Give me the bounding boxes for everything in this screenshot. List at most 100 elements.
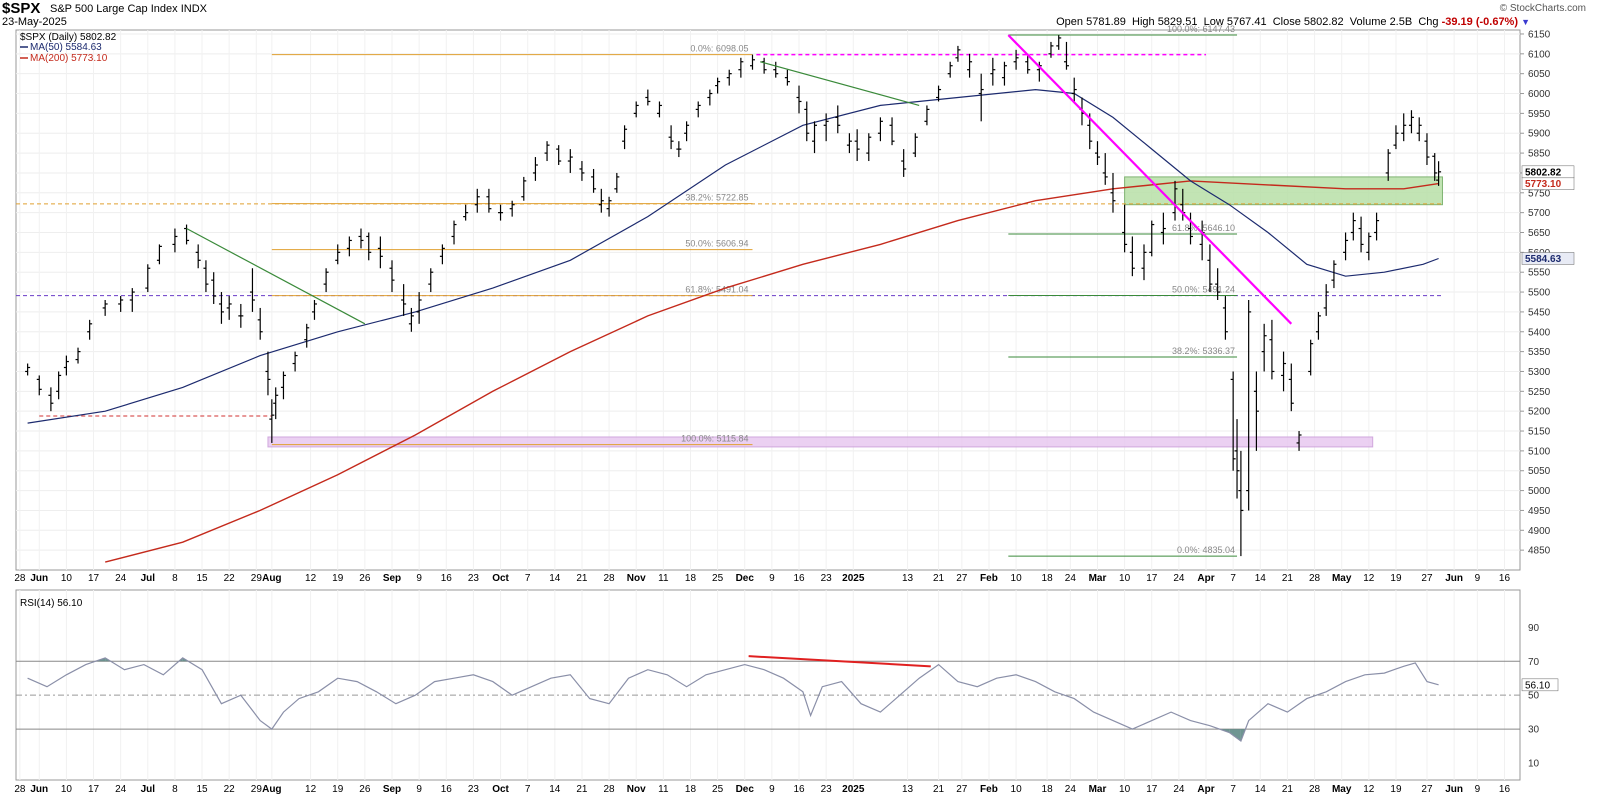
ohlc-bar xyxy=(1393,125,1399,150)
ohlc-bar xyxy=(1141,244,1147,281)
x-tick-label: 24 xyxy=(115,573,127,584)
x-tick-label-bottom: Aug xyxy=(262,784,281,795)
ohlc-bar xyxy=(1408,110,1414,134)
ticker-symbol: $SPX xyxy=(2,0,41,17)
ohlc-bar xyxy=(1308,339,1314,376)
ohlc-bar xyxy=(1222,296,1228,340)
x-tick-label-bottom: Jun xyxy=(1445,784,1463,795)
ohlc-bar xyxy=(1188,212,1194,245)
x-tick-label-bottom: 19 xyxy=(332,784,344,795)
ohlc-bar xyxy=(1331,260,1337,289)
fib-label: 61.8%: 5646.10 xyxy=(1172,223,1235,233)
ohlc-bar xyxy=(1374,212,1380,241)
x-tick-label-bottom: 7 xyxy=(1230,784,1236,795)
x-tick-label: 16 xyxy=(1499,573,1511,584)
x-tick-label: Sep xyxy=(383,573,401,584)
x-tick-label: Feb xyxy=(980,573,998,584)
x-tick-label-bottom: 27 xyxy=(956,784,968,795)
ohlc-bar xyxy=(955,45,961,62)
price-tick-label: 5300 xyxy=(1528,367,1551,378)
ohlc-bar xyxy=(36,375,42,396)
x-tick-label: 27 xyxy=(1421,573,1433,584)
ohlc-bar xyxy=(280,371,286,400)
ohlc-bar xyxy=(25,363,31,376)
ohlc-bar xyxy=(273,387,279,420)
x-tick-label-bottom: 18 xyxy=(1042,784,1054,795)
price-tick-label: 4900 xyxy=(1528,526,1551,537)
x-tick-label: 14 xyxy=(549,573,561,584)
x-tick-label: 16 xyxy=(441,573,453,584)
ohlc-bar xyxy=(889,117,895,146)
ohlc-bar xyxy=(129,288,135,312)
dropdown-arrow-icon[interactable]: ▼ xyxy=(1521,17,1530,27)
ohlc-bar xyxy=(56,371,62,400)
ohlc-bar xyxy=(226,296,232,320)
rsi-tick-label: 10 xyxy=(1528,759,1540,770)
last-price-tag: 5802.82 xyxy=(1525,167,1562,178)
ohlc-bar xyxy=(1385,149,1391,181)
fib-label: 0.0%: 4835.04 xyxy=(1177,545,1235,555)
price-tick-label: 5200 xyxy=(1528,407,1551,418)
ohlc-bar xyxy=(1149,220,1155,257)
x-tick-label-bottom: May xyxy=(1332,784,1352,795)
ohlc-bar xyxy=(102,300,108,316)
ohlc-bar xyxy=(978,73,984,122)
ohlc-bar xyxy=(1350,212,1356,241)
x-tick-label-bottom: 2025 xyxy=(842,784,865,795)
ohlc-bar xyxy=(509,200,515,217)
legend-ma200: MA(200) 5773.10 xyxy=(30,53,108,64)
x-tick-label-bottom: 24 xyxy=(1173,784,1185,795)
price-tick-label: 5850 xyxy=(1528,149,1551,160)
x-tick-label-bottom: 24 xyxy=(1065,784,1077,795)
x-tick-label: 9 xyxy=(416,573,422,584)
ohlc-bar xyxy=(1001,61,1007,86)
price-tick-label: 6100 xyxy=(1528,49,1551,60)
ohlc-bar xyxy=(1048,41,1054,58)
ohlc-bar xyxy=(1025,53,1031,74)
rsi-value-tag-bg xyxy=(1521,678,1559,692)
x-tick-label-bottom: Mar xyxy=(1089,784,1107,795)
rsi-tick-label: 50 xyxy=(1528,691,1540,702)
ohlc-bar xyxy=(521,176,527,201)
x-tick-label: 14 xyxy=(1255,573,1267,584)
price-tick-label: 5750 xyxy=(1528,188,1551,199)
magenta-trendline xyxy=(1007,34,1293,325)
ohlc-bar xyxy=(48,387,54,412)
ohlc-bar xyxy=(463,204,469,221)
ohlc-bar xyxy=(1122,204,1128,253)
ohlc-bar xyxy=(947,61,953,78)
fib-label: 0.0%: 6098.05 xyxy=(690,44,748,54)
x-tick-label-bottom: 21 xyxy=(1282,784,1294,795)
ohlc-bar xyxy=(1207,244,1213,293)
rsi-panel: 28 Jun 10 17 24 Jul 8 15 22 29 Aug 12 19 26 Sep 9 16 23 Oc… xyxy=(14,589,1559,795)
x-tick-label-bottom: Apr xyxy=(1197,784,1214,795)
price-tick-label: 5500 xyxy=(1528,288,1551,299)
ohlc-bar xyxy=(118,296,124,312)
x-tick-label: 29 xyxy=(251,573,263,584)
x-tick-label-bottom: 15 xyxy=(196,784,208,795)
x-tick-label-bottom: 23 xyxy=(821,784,833,795)
pink-zone xyxy=(267,436,1374,448)
ohlc-bar xyxy=(707,89,713,106)
ohlc-bar xyxy=(715,77,721,94)
x-tick-label: Oct xyxy=(492,573,509,584)
ohlc-bar xyxy=(812,121,818,154)
x-tick-label: 21 xyxy=(576,573,588,584)
fib-label: 50.0%: 5491.24 xyxy=(1172,285,1235,295)
ohlc-bar xyxy=(63,355,69,376)
ohlc-bar xyxy=(854,129,860,162)
ohlc-bar xyxy=(249,268,255,312)
ohlc-bar xyxy=(486,188,492,213)
price-tick-label: 4850 xyxy=(1528,546,1551,557)
x-tick-label: 9 xyxy=(1475,573,1481,584)
x-tick-label: 28 xyxy=(604,573,616,584)
ohlc-bar xyxy=(579,161,585,181)
ohlc-bar xyxy=(1094,141,1100,165)
price-tick-label: 6150 xyxy=(1528,29,1551,40)
x-tick-label-bottom: 28 xyxy=(604,784,616,795)
ohlc-bar xyxy=(156,244,162,265)
x-tick-label: 24 xyxy=(1065,573,1077,584)
ohlc-bar xyxy=(1234,419,1240,499)
ohlc-bar xyxy=(784,69,790,86)
